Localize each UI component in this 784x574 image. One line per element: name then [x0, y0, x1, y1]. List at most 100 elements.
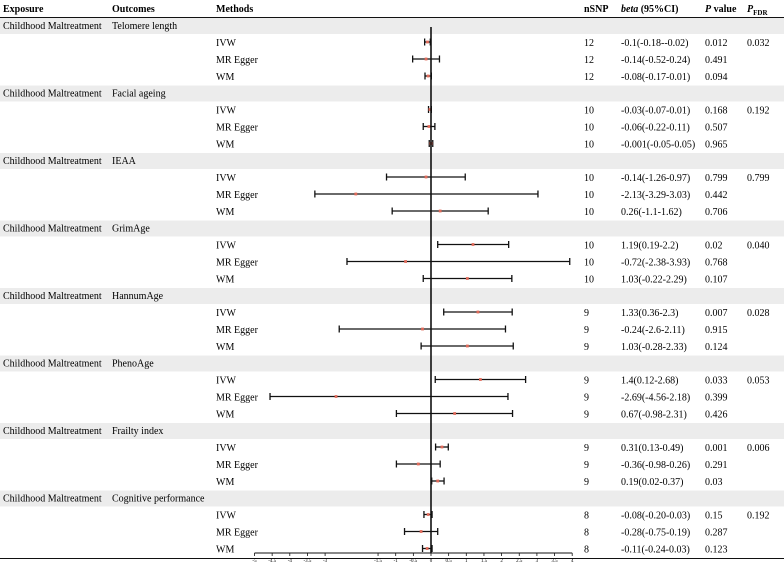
p-value: 0.001: [705, 443, 728, 454]
nsnp-value: 10: [584, 190, 594, 201]
x-tick-label: 1: [465, 559, 468, 564]
nsnp-value: 10: [584, 106, 594, 117]
x-tick-label: 3: [536, 559, 539, 564]
method-label: WM: [216, 275, 234, 286]
beta-ci-value: 1.33(0.36-2.3): [621, 308, 679, 319]
group-band: [0, 18, 784, 34]
beta-ci-value: 0.67(-0.98-2.31): [621, 410, 687, 421]
method-label: MR Egger: [216, 393, 259, 404]
point-estimate: [476, 310, 480, 314]
point-estimate: [421, 327, 424, 331]
nsnp-value: 10: [584, 275, 594, 286]
x-tick-label: -4.5: [268, 559, 276, 564]
method-label: IVW: [216, 38, 237, 49]
p-value: 0.287: [705, 528, 728, 539]
method-label: WM: [216, 207, 234, 218]
group-band: [0, 355, 784, 372]
p-value: 0.033: [705, 376, 728, 387]
beta-ci-value: 1.03(-0.28-2.33): [621, 342, 687, 353]
nsnp-value: 8: [584, 511, 589, 522]
method-label: IVW: [216, 511, 237, 522]
point-estimate: [471, 243, 475, 246]
nsnp-value: 9: [584, 460, 589, 471]
nsnp-value: 8: [584, 528, 589, 539]
pfdr-value: 0.006: [747, 443, 770, 454]
point-estimate: [440, 445, 444, 449]
method-label: MR Egger: [216, 460, 259, 471]
x-tick-label: -1: [394, 559, 399, 564]
exposure-label: Childhood Maltreatment: [3, 89, 102, 100]
table-rows: Childhood Maltreatment Telomere length IVW…: [3, 21, 770, 556]
beta-ci-value: 1.19(0.19-2.2): [621, 241, 679, 252]
method-label: IVW: [216, 241, 237, 252]
p-value: 0.107: [705, 275, 728, 286]
p-value: 0.768: [705, 258, 728, 269]
beta-ci-value: -0.14(-1.26-0.97): [621, 173, 690, 184]
pfdr-value: 0.040: [747, 241, 770, 252]
nsnp-value: 12: [584, 72, 594, 83]
header-methods: Methods: [216, 4, 253, 15]
header-exposure: Exposure: [3, 4, 44, 15]
pfdr-value: 0.192: [747, 106, 770, 117]
beta-ci-value: -0.001(-0.05-0.05): [621, 140, 695, 151]
beta-ci-value: -0.36(-0.98-0.26): [621, 460, 690, 471]
method-label: WM: [216, 410, 234, 421]
exposure-label: Childhood Maltreatment: [3, 494, 102, 505]
header-nsnp: nSNP: [584, 4, 608, 15]
point-estimate: [419, 530, 423, 533]
p-value: 0.799: [705, 173, 728, 184]
outcome-label: GrimAge: [112, 224, 150, 235]
p-value: 0.124: [705, 342, 728, 353]
beta-ci-value: -0.08(-0.17-0.01): [621, 72, 690, 83]
header-pfdr-sub: FDR: [753, 9, 768, 17]
p-value: 0.915: [705, 325, 728, 336]
nsnp-value: 12: [584, 55, 594, 66]
outcome-label: HannumAge: [112, 291, 164, 302]
x-tick-label: -1.5: [374, 559, 382, 564]
method-label: IVW: [216, 443, 237, 454]
beta-ci-value: -0.24(-2.6-2.11): [621, 325, 685, 336]
beta-ci-value: 0.26(-1.1-1.62): [621, 207, 682, 218]
x-tick-label: 1.5: [481, 559, 488, 564]
beta-ci-value: -0.11(-0.24-0.03): [621, 545, 690, 556]
exposure-label: Childhood Maltreatment: [3, 156, 102, 167]
beta-ci-value: -0.03(-0.07-0.01): [621, 106, 690, 117]
point-estimate: [416, 462, 420, 466]
point-estimate: [453, 412, 457, 415]
method-label: IVW: [216, 106, 237, 117]
method-label: IVW: [216, 173, 237, 184]
x-tick-label: 0.5: [446, 559, 453, 564]
nsnp-value: 10: [584, 241, 594, 252]
header-outcomes: Outcomes: [112, 4, 155, 15]
x-tick-label: 2.5: [516, 559, 523, 564]
method-label: WM: [216, 72, 234, 83]
beta-ci-value: 1.03(-0.22-2.29): [621, 275, 687, 286]
x-tick-label: -5: [252, 559, 257, 564]
nsnp-value: 10: [584, 140, 594, 151]
nsnp-value: 12: [584, 38, 594, 49]
point-estimate: [438, 209, 442, 213]
header-pvalue: P value: [705, 4, 737, 15]
beta-ci-value: 0.31(0.13-0.49): [621, 443, 684, 454]
nsnp-value: 9: [584, 325, 589, 336]
group-band: [0, 288, 784, 304]
header-beta-ci: (95%CI): [638, 4, 678, 15]
group-band: [0, 220, 784, 237]
point-estimate: [424, 175, 428, 179]
outcome-label: IEAA: [112, 156, 137, 167]
header-beta-main: beta: [621, 4, 638, 15]
x-tick-label: 0: [430, 559, 433, 564]
nsnp-value: 10: [584, 207, 594, 218]
pfdr-value: 0.032: [747, 38, 770, 49]
header-beta: beta (95%CI): [621, 4, 679, 15]
p-value: 0.03: [705, 477, 723, 488]
point-estimate: [465, 277, 469, 280]
group-band: [0, 85, 784, 102]
outcome-label: PhenoAge: [112, 359, 154, 370]
nsnp-value: 9: [584, 393, 589, 404]
p-value: 0.02: [705, 241, 723, 252]
beta-ci-value: -2.69(-4.56-2.18): [621, 393, 690, 404]
p-value: 0.007: [705, 308, 728, 319]
nsnp-value: 9: [584, 376, 589, 387]
exposure-label: Childhood Maltreatment: [3, 224, 102, 235]
